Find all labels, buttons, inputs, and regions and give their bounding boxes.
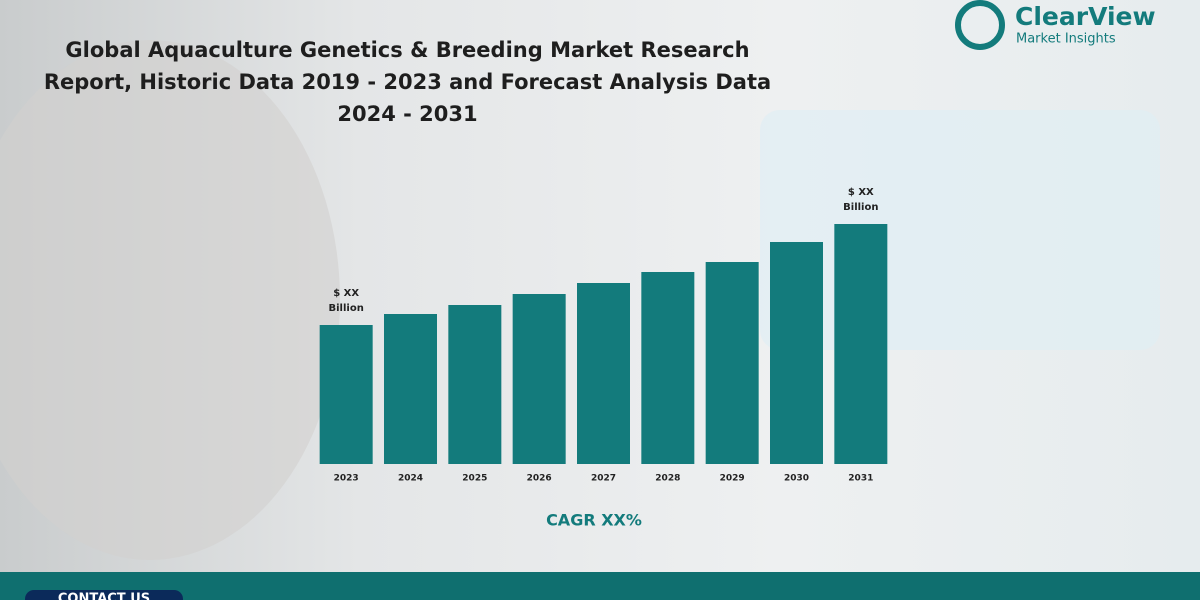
x-tick-label: 2024 (398, 474, 423, 484)
bar (384, 314, 437, 464)
bar (641, 272, 695, 464)
contact-pill (25, 590, 183, 600)
logo-icon (955, 0, 1005, 50)
cagr: CAGR XX% (546, 511, 642, 530)
x-tick-label: 2027 (591, 474, 616, 484)
contact-label: CONTACT US (58, 592, 150, 600)
x-tick-label: 2028 (655, 474, 680, 484)
logo-tagline: Market Insights (1016, 32, 1116, 47)
bar (834, 224, 888, 464)
annotation: Billion (843, 202, 878, 213)
x-tick-label: 2025 (462, 474, 487, 484)
photo-shape (0, 40, 340, 560)
annotation: Billion (329, 303, 364, 314)
x-tick-label: 2029 (720, 474, 745, 484)
bar (448, 305, 502, 464)
bar (319, 325, 373, 464)
x-tick-label: 2030 (784, 474, 809, 484)
logo-name: ClearView (1015, 2, 1156, 31)
bar (770, 242, 823, 464)
x-tick-label: 2023 (334, 474, 359, 484)
bar (577, 283, 630, 464)
annotation: $ XX (333, 288, 359, 299)
chart-title: Global Aquaculture Genetics & Breeding M… (43, 38, 772, 126)
x-tick-label: 2031 (848, 474, 873, 484)
bar (705, 262, 759, 464)
bar (512, 294, 566, 464)
x-tick-label: 2026 (527, 474, 552, 484)
annotation: $ XX (848, 187, 874, 198)
footer-bar (0, 572, 1200, 600)
